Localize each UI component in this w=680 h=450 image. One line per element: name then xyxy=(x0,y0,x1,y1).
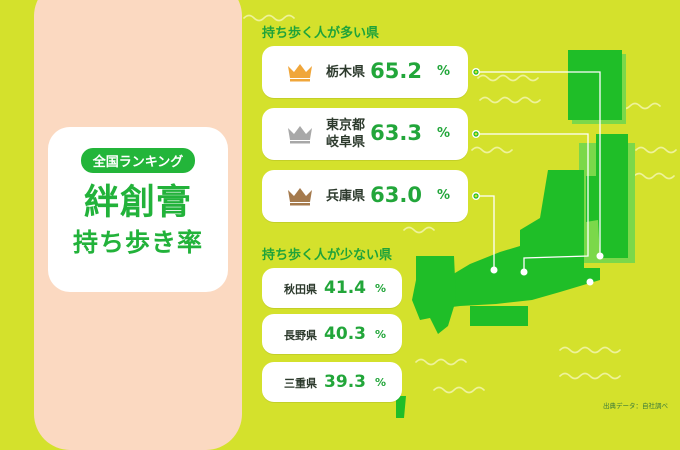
percentage-value: 39.3 xyxy=(324,372,366,392)
dot-hyogo-map xyxy=(490,266,498,274)
percent-sign: % xyxy=(374,282,386,295)
honshu-central xyxy=(442,170,600,308)
source-note: 出典データ：自社調べ xyxy=(603,402,668,410)
dot-gifu-map xyxy=(520,268,528,276)
silver-crown-icon xyxy=(288,126,312,144)
percentage-value: 40.3 xyxy=(324,324,366,344)
prefecture-name: 秋田県 xyxy=(284,283,317,296)
percentage-value: 63.0 xyxy=(370,183,422,207)
shikoku xyxy=(470,306,528,326)
rank-card-1: 栃木県 65.2 % xyxy=(262,46,468,98)
gold-crown-icon xyxy=(288,64,312,82)
hokkaido xyxy=(568,50,622,120)
map-land xyxy=(396,50,628,418)
dot-tokyo-map xyxy=(586,278,594,286)
percent-sign: % xyxy=(436,188,450,203)
main-title: 絆創膏 xyxy=(83,183,192,223)
connector-tochigi xyxy=(476,71,601,256)
percent-sign: % xyxy=(374,376,386,389)
wave-decoration xyxy=(243,14,677,394)
low-card-1: 秋田県 41.4 % xyxy=(262,268,402,308)
connector-tokyo-gifu xyxy=(476,133,589,272)
connector-hyogo xyxy=(476,195,495,270)
bronze-crown-icon xyxy=(288,188,312,206)
low-card-2: 長野県 40.3 % xyxy=(262,314,402,354)
percentage-value: 63.3 xyxy=(370,121,422,145)
least-heading: 持ち歩く人が少ない県 xyxy=(262,248,393,263)
prefecture-name: 東京都 xyxy=(326,118,366,133)
honshu-north xyxy=(586,134,628,258)
dot-tochigi-map xyxy=(596,252,604,260)
kyushu xyxy=(412,256,456,334)
prefecture-name: 三重県 xyxy=(284,377,317,390)
most-heading: 持ち歩く人が多い県 xyxy=(262,26,380,41)
connector-lines xyxy=(472,68,604,286)
percentage-value: 41.4 xyxy=(324,278,366,298)
rank-card-2: 東京都 岐阜県 63.3 % xyxy=(262,108,468,160)
prefecture-name: 兵庫県 xyxy=(326,189,366,204)
low-card-3: 三重県 39.3 % xyxy=(262,362,402,402)
infographic: 全国ランキング 絆創膏 持ち歩き率 持ち歩く人が多い県 栃木県 65.2 % 東… xyxy=(34,0,677,450)
percent-sign: % xyxy=(436,64,450,79)
prefecture-name: 長野県 xyxy=(284,329,317,342)
japan-map xyxy=(243,14,677,418)
title-badge: 全国ランキング 絆創膏 持ち歩き率 xyxy=(48,127,228,292)
prefecture-name: 岐阜県 xyxy=(326,135,366,150)
rank-card-3: 兵庫県 63.0 % xyxy=(262,170,468,222)
percent-sign: % xyxy=(374,328,386,341)
okinawa xyxy=(396,396,406,418)
percentage-value: 65.2 xyxy=(370,59,422,83)
subtitle: 持ち歩き率 xyxy=(72,228,203,257)
prefecture-name: 栃木県 xyxy=(326,65,366,80)
ranking-tag: 全国ランキング xyxy=(80,148,196,173)
percent-sign: % xyxy=(436,126,450,141)
